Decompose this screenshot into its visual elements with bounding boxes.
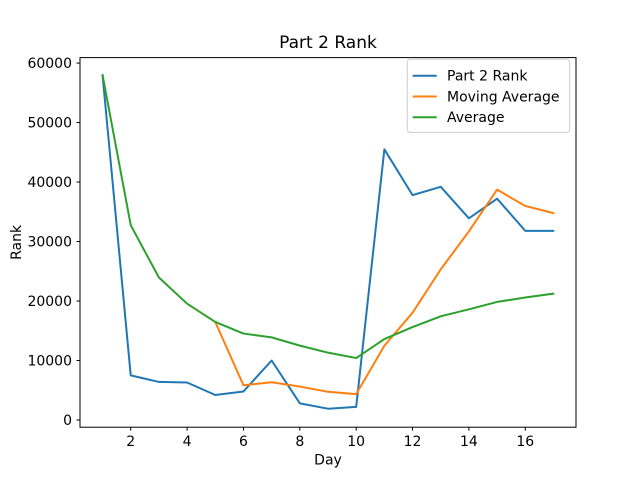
legend: Part 2 Rank Moving Average Average xyxy=(406,58,571,133)
x-tick-label: 12 xyxy=(404,434,422,450)
x-axis-label: Day xyxy=(314,453,342,469)
legend-label: Part 2 Rank xyxy=(447,69,528,85)
x-tick-label: 10 xyxy=(347,434,365,450)
axes-spines xyxy=(79,57,577,428)
x-tick-label: 6 xyxy=(239,434,248,450)
y-tick-label: 30000 xyxy=(27,234,72,250)
x-tick-label: 2 xyxy=(126,434,135,450)
x-tick-label: 8 xyxy=(295,434,304,450)
legend-entries: Part 2 Rank Moving Average Average xyxy=(412,69,560,126)
series-line-moving-average xyxy=(214,188,555,396)
x-tick-label: 16 xyxy=(516,434,534,450)
y-tick-label: 50000 xyxy=(27,115,72,131)
y-tick-label: 40000 xyxy=(27,175,72,191)
y-axis-ticks: 0 10000 20000 30000 40000 50000 60000 xyxy=(27,56,80,429)
legend-label: Moving Average xyxy=(447,89,560,105)
y-tick-label: 10000 xyxy=(27,353,72,369)
y-tick-label: 0 xyxy=(63,413,72,429)
series-lines xyxy=(101,73,555,410)
legend-label: Average xyxy=(447,110,505,126)
x-tick-label: 14 xyxy=(460,434,478,450)
x-tick-label: 4 xyxy=(183,434,192,450)
y-tick-label: 20000 xyxy=(27,294,72,310)
chart-title: Part 2 Rank xyxy=(279,33,377,53)
y-axis-label: Rank xyxy=(9,224,25,260)
series-line-average xyxy=(101,73,555,360)
y-tick-label: 60000 xyxy=(27,56,72,72)
series-line-part-2-rank xyxy=(101,73,555,410)
legend-box xyxy=(406,58,571,133)
x-axis-ticks: 2 4 6 8 10 12 14 16 xyxy=(126,427,534,450)
